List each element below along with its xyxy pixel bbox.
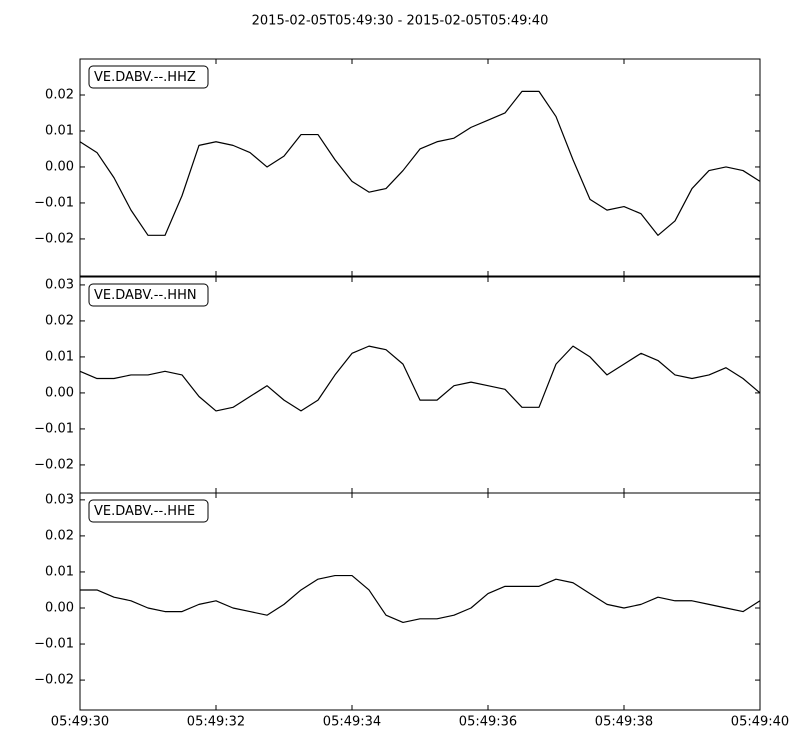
- y-tick-label: 0.01: [45, 123, 74, 138]
- x-tick-label: 05:49:32: [187, 715, 245, 730]
- y-tick-label: 0.02: [45, 87, 74, 102]
- y-tick-label: 0.03: [45, 277, 74, 292]
- panel-frame: [79, 492, 761, 711]
- legend: VE.DABV.--.HHN: [88, 283, 209, 307]
- figure-title: 2015-02-05T05:49:30 - 2015-02-05T05:49:4…: [252, 14, 549, 29]
- panel-frame: [79, 58, 761, 277]
- y-tick-label: 0.00: [45, 600, 74, 615]
- x-tick-label: 05:49:30: [51, 715, 109, 730]
- y-tick-label: −0.02: [34, 457, 74, 472]
- legend-box: [88, 65, 209, 89]
- y-tick-label: 0.01: [45, 349, 74, 364]
- legend-label: VE.DABV.--.HHE: [94, 504, 195, 519]
- y-tick-label: −0.01: [34, 421, 74, 436]
- y-tick-label: −0.02: [34, 673, 74, 688]
- y-tick-label: 0.02: [45, 313, 74, 328]
- trace: [79, 90, 761, 236]
- legend-box: [88, 283, 209, 307]
- legend-label: VE.DABV.--.HHN: [94, 288, 197, 303]
- x-tick-label: 05:49:36: [459, 715, 517, 730]
- y-tick-label: 0.01: [45, 564, 74, 579]
- y-tick-label: 0.00: [45, 385, 74, 400]
- trace: [79, 345, 761, 412]
- legend-label: VE.DABV.--.HHZ: [94, 70, 196, 85]
- trace: [80, 574, 761, 624]
- y-tick-label: −0.01: [34, 637, 74, 652]
- panel-frame: [79, 276, 761, 494]
- x-tick-label: 05:49:34: [323, 715, 381, 730]
- y-tick-label: −0.01: [34, 195, 74, 210]
- x-tick-label: 05:49:38: [595, 715, 653, 730]
- legend: VE.DABV.--.HHZ: [88, 65, 209, 89]
- y-tick-label: 0.03: [45, 492, 74, 507]
- legend-box: [88, 499, 209, 523]
- y-tick-label: 0.02: [45, 528, 74, 543]
- y-tick-label: −0.02: [34, 231, 74, 246]
- x-tick-label: 05:49:40: [731, 715, 789, 730]
- legend: VE.DABV.--.HHE: [88, 499, 209, 523]
- y-tick-label: 0.00: [45, 159, 74, 174]
